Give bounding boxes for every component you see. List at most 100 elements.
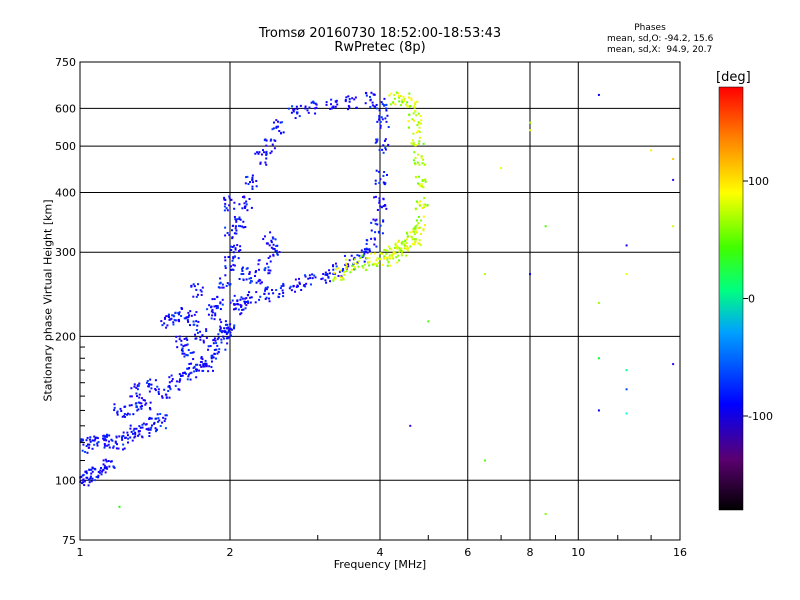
o-mode-point: [219, 327, 222, 330]
o-mode-point: [302, 284, 305, 287]
o-mode-point: [254, 301, 257, 304]
noise-point: [529, 129, 531, 132]
o-mode-point: [385, 120, 388, 123]
noise-point: [672, 158, 675, 161]
o-mode-point: [255, 281, 258, 284]
o-mode-point: [235, 219, 238, 222]
x-mode-point: [407, 247, 410, 250]
o-mode-point: [257, 280, 260, 283]
x-mode-point: [369, 252, 372, 255]
o-mode-point: [88, 443, 91, 446]
o-mode-point: [276, 253, 279, 256]
o-mode-point: [108, 434, 111, 437]
o-mode-point: [265, 144, 268, 147]
o-mode-point: [224, 323, 227, 326]
o-mode-point: [86, 443, 89, 446]
x-mode-point: [413, 233, 416, 236]
x-mode-point: [414, 109, 417, 112]
o-mode-point: [88, 481, 91, 484]
x-mode-point: [357, 260, 360, 263]
x-mode-point: [397, 239, 400, 242]
o-mode-point: [251, 176, 254, 179]
o-mode-point: [250, 206, 253, 209]
o-mode-point: [102, 463, 105, 466]
x-mode-point: [401, 100, 404, 103]
o-mode-point: [210, 356, 213, 359]
o-mode-point: [157, 420, 160, 423]
o-mode-point: [324, 273, 327, 276]
o-mode-point: [266, 262, 269, 265]
o-mode-point: [344, 98, 347, 101]
noise-point: [597, 357, 600, 360]
o-mode-point: [97, 470, 100, 473]
o-mode-point: [178, 335, 181, 338]
o-mode-point: [259, 295, 262, 298]
o-mode-point: [201, 286, 204, 289]
y-axis-ticks: 75 100 200 300 400 500 600 750: [55, 56, 85, 547]
o-mode-point: [186, 319, 189, 322]
o-mode-point: [280, 131, 283, 134]
x-mode-point: [396, 261, 399, 264]
o-mode-point: [204, 359, 207, 362]
o-mode-point: [241, 266, 244, 269]
x-tick-label: 10: [571, 546, 585, 559]
o-mode-point: [224, 348, 227, 351]
o-mode-point: [94, 479, 97, 482]
noise-point: [484, 273, 487, 276]
o-mode-point: [104, 471, 107, 474]
o-mode-point: [233, 264, 236, 267]
o-mode-point: [271, 236, 274, 239]
o-mode-point: [168, 384, 171, 387]
o-mode-point: [260, 153, 263, 156]
o-mode-point: [324, 271, 327, 274]
x-mode-point: [411, 230, 414, 233]
o-mode-point: [270, 239, 273, 242]
o-mode-point: [245, 304, 248, 307]
o-mode-point: [384, 138, 387, 141]
o-mode-point: [224, 234, 227, 237]
o-mode-point: [90, 472, 93, 475]
o-mode-point: [99, 467, 102, 470]
x-mode-point: [422, 203, 425, 206]
o-mode-point: [308, 274, 311, 277]
x-mode-point: [400, 247, 403, 250]
x-mode-point: [418, 136, 421, 139]
o-mode-point: [233, 201, 236, 204]
x-mode-point: [420, 183, 423, 186]
o-mode-point: [194, 337, 197, 340]
o-mode-point: [385, 173, 388, 176]
x-mode-point: [405, 238, 408, 241]
o-mode-point: [113, 403, 116, 406]
o-mode-point: [186, 316, 189, 319]
x-tick-label: 1: [77, 546, 84, 559]
x-mode-point: [334, 268, 337, 271]
x-mode-point: [409, 245, 412, 248]
o-mode-point: [374, 195, 377, 198]
o-mode-point: [263, 235, 266, 238]
o-mode-point: [94, 438, 97, 441]
o-mode-point: [273, 247, 276, 250]
o-mode-point: [113, 409, 116, 412]
x-mode-point: [417, 227, 420, 230]
o-mode-point: [156, 385, 159, 388]
x-mode-point: [350, 268, 353, 271]
o-mode-point: [212, 342, 215, 345]
o-mode-point: [351, 97, 354, 100]
x-mode-point: [412, 159, 415, 162]
o-mode-point: [196, 368, 199, 371]
o-mode-point: [108, 446, 111, 449]
o-mode-point: [195, 370, 198, 373]
o-mode-point: [222, 286, 225, 289]
o-mode-point: [241, 225, 244, 228]
o-mode-point: [386, 114, 389, 117]
x-mode-point: [339, 276, 342, 279]
o-mode-point: [219, 301, 222, 304]
o-mode-point: [224, 320, 227, 323]
x-mode-point: [388, 94, 391, 97]
o-mode-point: [238, 216, 241, 219]
o-mode-point: [258, 151, 261, 154]
o-mode-point: [121, 438, 124, 441]
o-mode-point: [244, 302, 247, 305]
o-mode-point: [332, 264, 335, 267]
o-mode-point: [89, 440, 92, 443]
